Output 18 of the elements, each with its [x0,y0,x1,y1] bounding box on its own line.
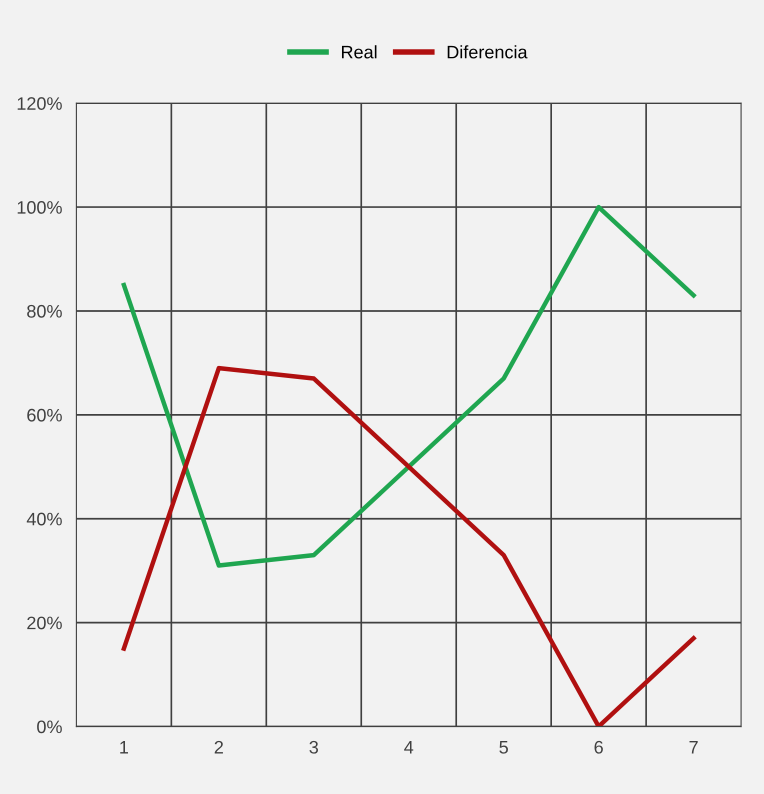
x-tick-label: 6 [594,740,603,754]
legend-label: Diferencia [448,45,528,58]
y-tick-label: 0% [37,720,62,734]
legend-label: Real [342,45,376,58]
y-tick-label: 60% [27,408,62,422]
x-tick-label: 5 [499,741,508,754]
x-tick-label: 1 [120,741,128,754]
line-series [122,366,696,727]
x-tick-label: 7 [690,741,698,754]
y-tick-label: 100% [18,201,62,214]
x-tick-label: 2 [214,740,223,754]
y-tick-label: 20% [27,616,62,630]
x-tick-label: 4 [404,741,414,754]
line-series [122,204,696,568]
y-tick-label: 120% [18,97,62,110]
y-tick-label: 80% [27,304,62,318]
y-tick-label: 40% [26,512,62,526]
x-tick-label: 3 [309,740,318,754]
